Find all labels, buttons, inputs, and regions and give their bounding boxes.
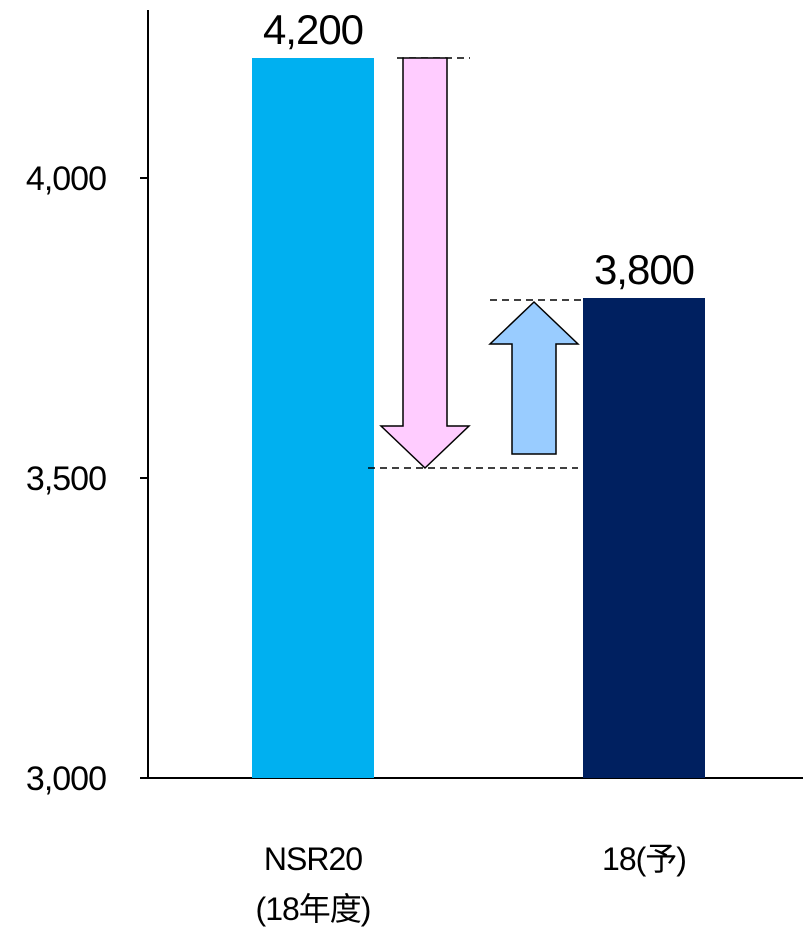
bars [252, 58, 705, 778]
bar [583, 298, 705, 778]
down-arrow-icon [379, 57, 471, 470]
data-label: 4,200 [263, 6, 363, 53]
y-tick-label: 3,500 [26, 460, 106, 498]
x-category-label: (18年度) [256, 891, 371, 927]
bar [252, 58, 374, 778]
x-category-label: NSR20 [264, 841, 362, 877]
up-arrow-icon [488, 300, 580, 455]
y-tick-label: 3,000 [26, 760, 106, 798]
arrows [379, 57, 580, 470]
labels: 4,200 NSR20 (18年度) 3,800 18(予) [256, 6, 696, 927]
x-category-label: 18(予) [602, 841, 686, 877]
y-tick-label: 4,000 [26, 160, 106, 198]
data-label: 3,800 [594, 246, 694, 293]
